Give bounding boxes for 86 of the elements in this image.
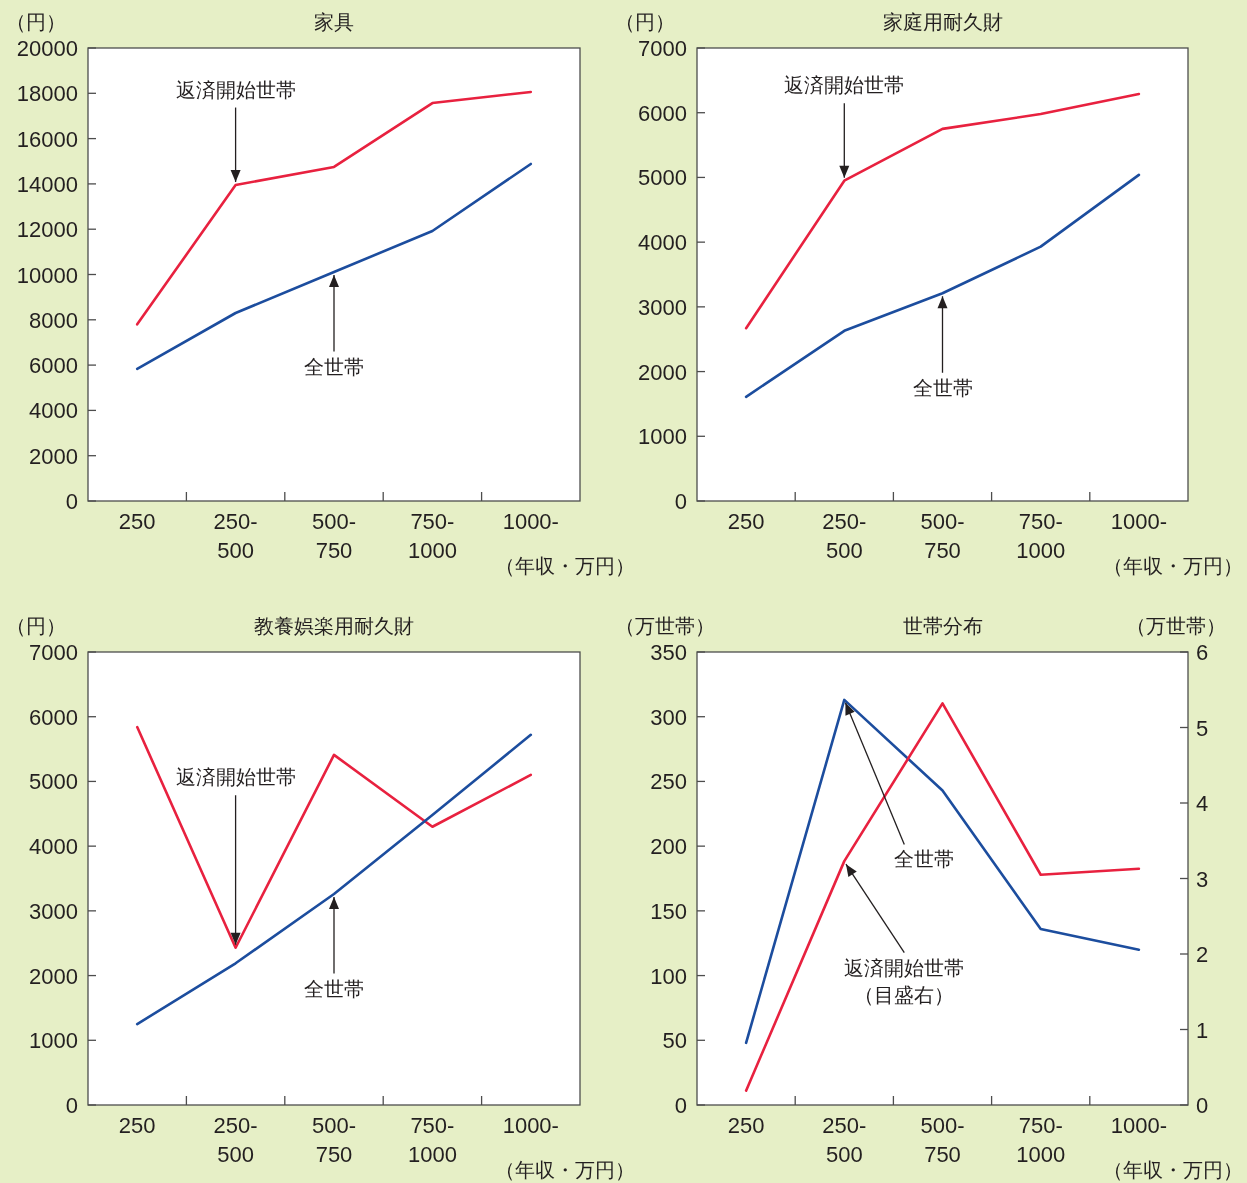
annotation: 全世帯 [304,355,364,378]
x-tick-label: 500-750 [311,1113,357,1167]
chart-title: 家庭用耐久財 [882,11,1003,33]
annotation: 全世帯 [304,977,364,1000]
y-tick-label: 150 [650,898,687,924]
x-axis-title: （年収・万円） [495,555,635,577]
x-tick-label: 1000- [1110,1113,1168,1138]
y-tick-label: 100 [650,963,687,989]
y-tick-label: 6000 [29,353,78,379]
y-tick-label: 300 [650,704,687,730]
y-tick-label: 1000 [638,424,687,450]
x-tick-label: 250 [118,1113,156,1138]
annotation: 返済開始世帯 [175,78,296,101]
x-tick-label: 250-500 [213,1113,258,1167]
y-tick-label: 10000 [16,262,78,288]
y-tick-label: 3000 [638,294,687,320]
y-axis-title: （円） [615,11,675,33]
y-tick-label: 16000 [16,126,78,152]
y-tick-label: 4000 [29,834,78,860]
y-tick-label: 20000 [16,36,78,61]
y-tick-label: 0 [674,489,687,514]
x-tick-label: 250 [118,509,156,534]
y-tick-label: 2000 [638,359,687,385]
y-axis-title: （万世帯） [615,615,715,637]
y2-tick-label: 2 [1196,942,1209,967]
line-series [744,173,1141,399]
annotation: 全世帯 [894,848,955,871]
x-axis-title: （年収・万円） [1103,555,1243,577]
x-tick-label: 250-500 [822,509,867,563]
x-tick-label: 750-1000 [407,1113,457,1167]
y-tick-label: 0 [674,1093,687,1118]
x-tick-label: 500-750 [311,509,357,563]
annotation: 全世帯 [912,376,973,399]
x-axis-title: （年収・万円） [1103,1159,1243,1181]
x-tick-label: 750-1000 [1016,509,1066,563]
y-tick-label: 7000 [638,36,687,61]
y-tick-label: 0 [65,489,78,514]
y2-tick-label: 0 [1196,1093,1209,1118]
y2-tick-label: 3 [1196,866,1209,892]
x-tick-label: 1000- [502,509,559,534]
y2-tick-label: 5 [1196,715,1209,741]
x-tick-label: 250 [727,1113,765,1138]
line-series [135,733,533,1026]
y-tick-label: 4000 [29,398,78,424]
x-tick-label: 500-750 [920,509,965,563]
line-series [135,725,533,950]
y-tick-label: 7000 [29,640,78,665]
y-axis-title: （円） [6,615,66,637]
chart-title: 教養娯楽用耐久財 [254,615,414,637]
y-tick-label: 12000 [16,217,78,243]
y-tick-label: 2000 [29,443,78,469]
y-tick-label: 4000 [638,230,687,256]
y-tick-label: 250 [650,769,687,795]
y-tick-label: 350 [650,640,687,665]
y-tick-label: 1000 [29,1028,78,1054]
annotation: 返済開始世帯（目盛右） [844,956,965,1006]
x-axis-title: （年収・万円） [495,1159,635,1181]
x-tick-label: 750-1000 [407,509,457,563]
y2-tick-label: 6 [1196,640,1209,665]
y-tick-label: 3000 [29,898,78,924]
x-tick-label: 1000- [502,1113,559,1138]
y-tick-label: 18000 [16,81,78,107]
x-tick-label: 1000- [1110,509,1168,534]
y2-tick-label: 1 [1196,1017,1209,1043]
x-tick-label: 250-500 [822,1113,867,1167]
y-tick-label: 5000 [29,769,78,795]
x-tick-label: 500-750 [920,1113,965,1167]
x-tick-label: 750-1000 [1016,1113,1066,1167]
y2-axis-title: （万世帯） [1126,615,1226,637]
chart-title: 世帯分布 [902,615,983,637]
chart-title: 家具 [314,11,354,33]
y-tick-label: 8000 [29,307,78,333]
y-tick-label: 14000 [16,171,78,197]
annotation: 返済開始世帯 [784,74,905,97]
y-tick-label: 2000 [29,963,78,989]
y-tick-label: 0 [65,1093,78,1118]
y-tick-label: 5000 [638,165,687,191]
y-tick-label: 6000 [638,100,687,126]
y2-tick-label: 4 [1196,791,1209,816]
x-tick-label: 250 [727,509,765,534]
y-axis-title: （円） [6,11,66,33]
annotation: 返済開始世帯 [175,766,296,789]
y-tick-label: 50 [662,1028,687,1054]
y-tick-label: 6000 [29,704,78,730]
x-tick-label: 250-500 [213,509,258,563]
y-tick-label: 200 [650,834,687,860]
